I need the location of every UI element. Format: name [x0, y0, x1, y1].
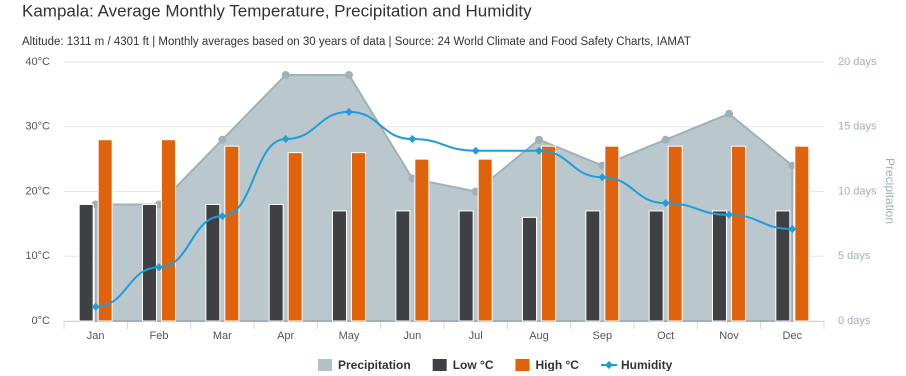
bar [332, 210, 347, 322]
x-tick-label: Sep [593, 330, 613, 342]
chart-title: Kampala: Average Monthly Temperature, Pr… [22, 1, 532, 20]
legend-symbol [318, 359, 332, 371]
y-tick-label: 40°C [25, 56, 50, 68]
x-tick-label: May [339, 330, 360, 342]
legend-label: Precipitation [338, 358, 411, 371]
bar [142, 203, 157, 322]
x-tick-label: Oct [657, 330, 674, 342]
humidity-marker [535, 146, 543, 155]
y2-tick-label: 0 days [838, 315, 871, 327]
bar [794, 145, 810, 322]
bar [205, 203, 221, 322]
bar [541, 145, 556, 322]
bar [161, 139, 176, 322]
humidity-marker [408, 135, 417, 144]
precipitation-marker [345, 70, 353, 79]
bar [395, 210, 411, 322]
humidity-marker [725, 210, 733, 219]
bar [648, 210, 664, 322]
y2-tick-label: 20 days [838, 56, 877, 68]
legend-item: Low °C [432, 358, 494, 372]
bar [78, 203, 94, 322]
legend-item: High °C [515, 358, 579, 372]
humidity-marker [471, 146, 480, 155]
x-tick-label: Nov [719, 330, 739, 342]
bar [414, 158, 430, 322]
y2-tick-label: 15 days [838, 121, 877, 133]
x-tick-label: Dec [783, 330, 803, 342]
bar [477, 158, 493, 322]
x-tick-label: Jan [87, 330, 105, 342]
bar [731, 145, 746, 322]
bar [604, 145, 620, 322]
humidity-marker [218, 212, 227, 221]
bar [585, 210, 601, 322]
humidity-marker [281, 135, 290, 144]
y-tick-label: 10°C [25, 250, 50, 262]
x-tick-label: Aug [529, 330, 549, 342]
legend-label: Humidity [621, 358, 673, 371]
humidity-marker [661, 199, 670, 208]
precipitation-area [94, 73, 794, 322]
legend-symbol [432, 359, 447, 371]
precipitation-marker [725, 109, 733, 118]
bar [224, 145, 240, 322]
humidity-marker [788, 225, 797, 234]
x-tick-label: Mar [213, 330, 232, 342]
humidity-marker [598, 173, 607, 182]
y-tick-label: 0°C [32, 315, 51, 327]
chart-subtitle: Altitude: 1311 m / 4301 ft | Monthly ave… [22, 36, 691, 48]
legend-label: High °C [535, 358, 579, 371]
legend-item: Humidity [600, 358, 673, 372]
bar [287, 152, 303, 322]
bar [667, 145, 683, 322]
y2-axis-title: Precipitation [883, 158, 897, 224]
bar [522, 216, 537, 322]
y2-tick-label: 5 days [838, 250, 871, 262]
x-tick-label: Apr [277, 330, 294, 342]
x-tick-label: Feb [150, 330, 169, 342]
bar [268, 203, 284, 322]
humidity-marker [155, 263, 163, 272]
humidity-marker [345, 107, 353, 116]
x-tick-label: Jul [469, 330, 483, 342]
legend-symbol [515, 359, 530, 371]
bar [351, 152, 366, 322]
precipitation-marker [218, 135, 227, 144]
bar [458, 210, 474, 322]
x-tick-label: Jun [403, 330, 421, 342]
y-tick-label: 30°C [25, 121, 50, 133]
legend-label: Low °C [453, 358, 494, 371]
y-tick-label: 20°C [25, 185, 50, 197]
bar [712, 210, 727, 322]
y2-tick-label: 10 days [838, 185, 877, 197]
precipitation-marker [281, 70, 290, 79]
legend-symbol [604, 361, 613, 369]
humidity-marker [91, 302, 100, 311]
bar [97, 139, 113, 322]
bar [775, 210, 791, 322]
legend-item: Precipitation [318, 358, 411, 372]
precipitation-marker [661, 135, 670, 144]
precipitation-marker [535, 135, 543, 144]
